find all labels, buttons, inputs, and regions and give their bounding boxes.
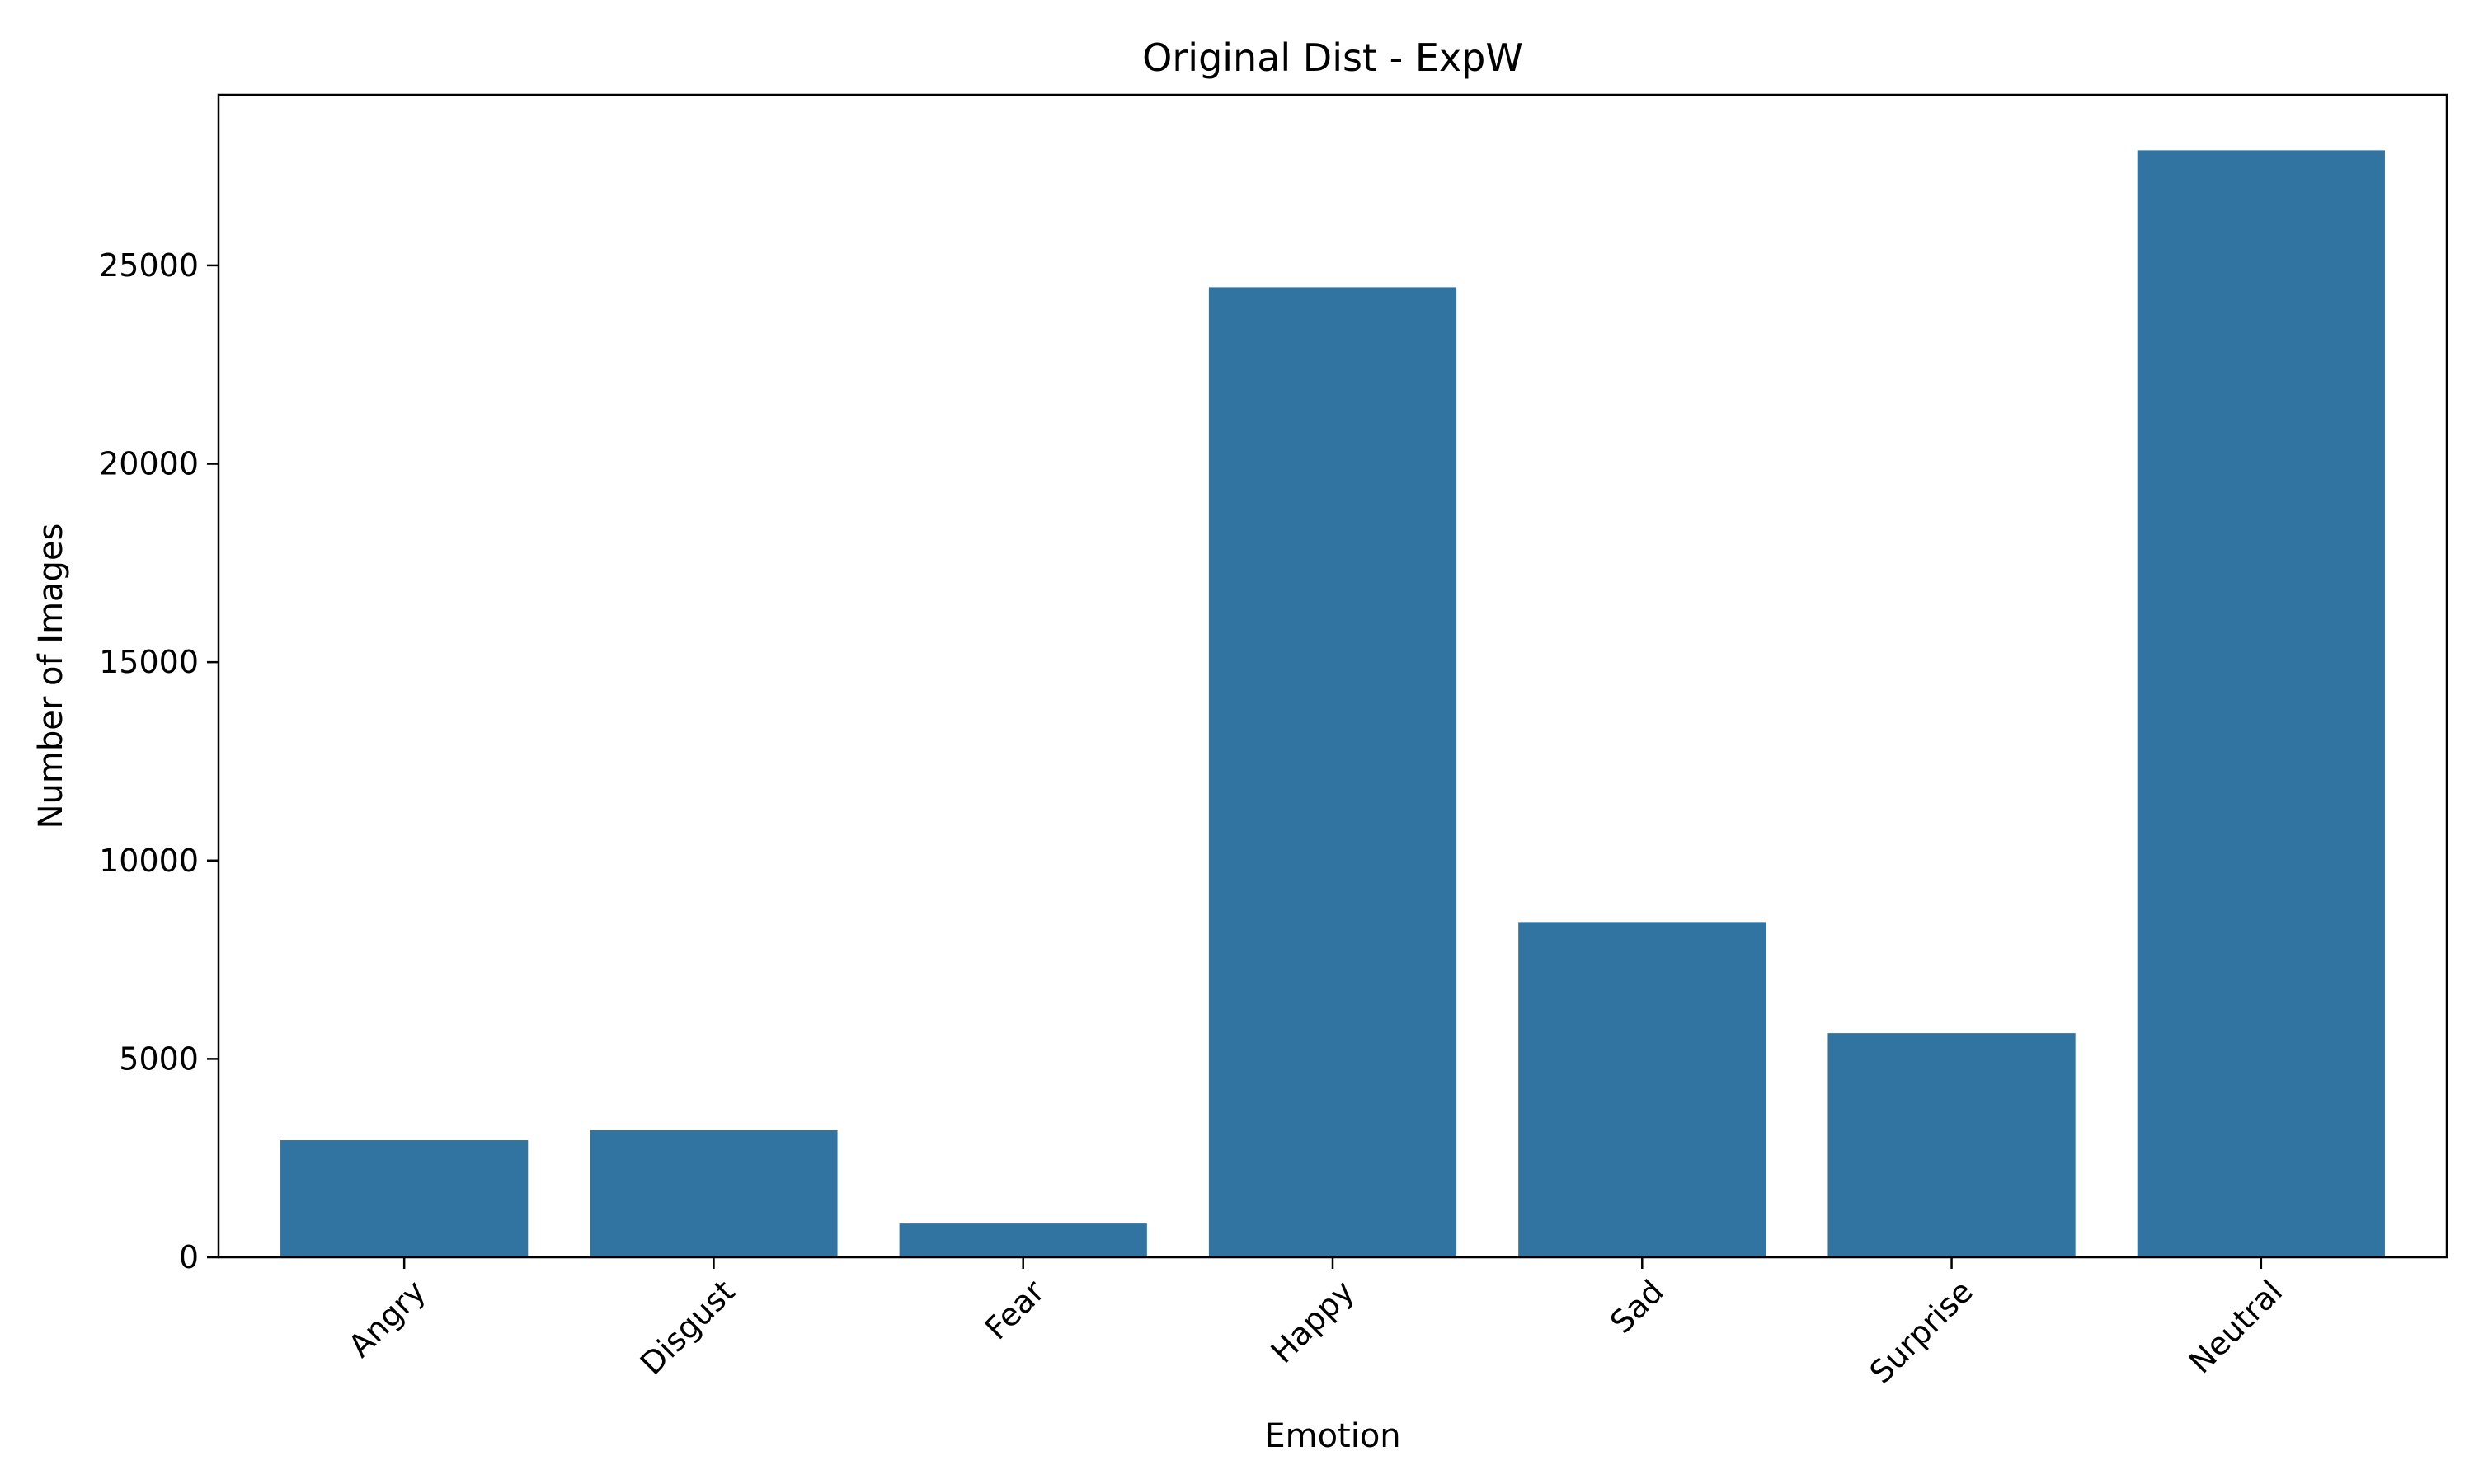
x-axis-label: Emotion bbox=[1264, 1417, 1400, 1455]
y-tick-label: 10000 bbox=[99, 843, 199, 879]
y-tick-label: 20000 bbox=[99, 446, 199, 482]
bar-surprise bbox=[1827, 1033, 2076, 1257]
bar-happy bbox=[1208, 287, 1457, 1258]
y-tick-label: 15000 bbox=[99, 644, 199, 680]
y-tick-label: 25000 bbox=[99, 247, 199, 284]
y-tick-label: 0 bbox=[179, 1239, 199, 1275]
bar-neutral bbox=[2137, 150, 2385, 1257]
x-tick-label: Sad bbox=[1603, 1273, 1671, 1341]
x-tick-label: Fear bbox=[978, 1273, 1051, 1346]
chart-title: Original Dist - ExpW bbox=[1142, 35, 1523, 80]
bar-sad bbox=[1518, 922, 1766, 1257]
bar-fear bbox=[899, 1223, 1147, 1257]
x-tick-label: Happy bbox=[1264, 1273, 1362, 1370]
x-tick-label: Surprise bbox=[1863, 1273, 1980, 1390]
x-tick-label: Angry bbox=[341, 1273, 433, 1364]
y-axis-label: Number of Images bbox=[32, 524, 70, 829]
bar-angry bbox=[280, 1140, 529, 1257]
bars-group bbox=[280, 150, 2385, 1258]
x-tick-label: Disgust bbox=[633, 1273, 742, 1382]
bar-disgust bbox=[590, 1130, 838, 1257]
y-axis: 0 5000 10000 15000 20000 25000 bbox=[99, 247, 219, 1275]
x-tick-label: Neutral bbox=[2182, 1273, 2289, 1380]
x-axis: Angry Disgust Fear Happy Sad Surprise Neutral bbox=[341, 1257, 2289, 1391]
y-tick-label: 5000 bbox=[119, 1040, 199, 1077]
